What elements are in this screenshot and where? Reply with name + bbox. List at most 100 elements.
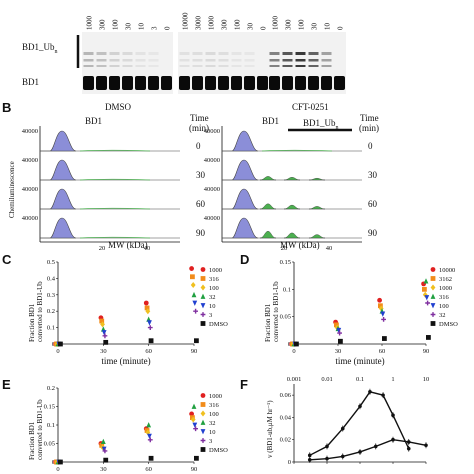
gel-bd1-band	[269, 76, 280, 90]
data-point	[406, 440, 411, 444]
ub-peak	[308, 177, 326, 181]
y-tick-label: 0.02	[280, 437, 291, 444]
data-point	[338, 338, 343, 344]
data-point	[382, 336, 387, 341]
y-tick-label: 0.1	[47, 422, 55, 429]
data-point	[423, 278, 429, 284]
gel-ub-band	[192, 52, 203, 55]
trace-time-label: 60	[368, 199, 378, 209]
x-tick-label: 0	[56, 348, 59, 355]
gel-lane-label: 100	[234, 19, 242, 30]
y-axis-label: Fraction BD1	[264, 303, 272, 342]
traces-y-tick: 40000	[204, 128, 220, 135]
data-point	[101, 330, 107, 336]
traces-xlabel-right: MW (kDa)	[280, 240, 320, 250]
data-point	[340, 426, 345, 431]
gel-ub-band	[205, 65, 216, 67]
legend-label: 316	[209, 276, 220, 283]
data-point	[424, 443, 428, 448]
legend-label: 1000	[209, 267, 222, 274]
gel-bd1-band	[257, 76, 268, 90]
gel-lane-label: 10000	[182, 12, 190, 30]
y-tick-label: 0.1	[47, 325, 55, 332]
traces-x-tick: 40	[144, 245, 151, 252]
gel-ub-band	[122, 59, 133, 62]
bd1-peak	[40, 159, 77, 181]
data-point	[200, 276, 206, 281]
gel-ub-band	[244, 59, 255, 62]
gel-lane-label: 0	[260, 26, 268, 30]
trace-time-label: 30	[368, 170, 378, 180]
x-tick-label: 1	[391, 376, 394, 383]
gel-ub-band	[148, 65, 159, 67]
data-point	[102, 448, 108, 454]
data-point	[102, 333, 108, 339]
trace-time-label: 60	[196, 199, 206, 209]
gel-ub-band	[122, 65, 133, 67]
gel-background	[268, 32, 346, 94]
y-tick-label: 0.5	[47, 259, 55, 266]
data-point	[147, 433, 152, 439]
gel-lane-label: 3	[151, 26, 159, 30]
gel-ub-band	[122, 52, 133, 55]
data-point	[307, 453, 312, 458]
bd1-peak	[222, 130, 259, 152]
gel-ub-band	[269, 65, 280, 67]
gel-bd1-band	[122, 76, 133, 90]
traces-y-tick: 40000	[22, 186, 38, 193]
gel-ub-band	[295, 52, 306, 55]
gel-bd1-band	[83, 76, 94, 90]
x-tick-label: 30	[100, 466, 107, 473]
gel-ub-band	[135, 52, 146, 55]
y-tick-label: 0.2	[47, 308, 55, 315]
data-point	[191, 291, 197, 298]
gel-lane-label: 1000	[208, 16, 216, 31]
ub-trace-flat	[79, 149, 151, 152]
legend-label: 316	[209, 402, 220, 409]
data-point	[200, 284, 206, 291]
gel-ub-band	[109, 52, 120, 55]
legend-label: 32	[209, 420, 216, 427]
gel-lane-label: 300	[221, 19, 229, 30]
data-point	[58, 341, 63, 347]
traces-ylabel: Chemiluminescence	[8, 161, 16, 218]
legend-label: 100	[209, 411, 219, 418]
legend-label: 32	[209, 294, 216, 301]
data-point	[340, 454, 345, 459]
data-point	[377, 297, 382, 303]
data-point	[200, 438, 206, 443]
data-point	[190, 274, 195, 280]
x-tick-label: 30	[335, 348, 342, 355]
gel-bd1-band	[282, 76, 293, 90]
gel-ub-band	[282, 52, 293, 55]
panel-letter-d: D	[240, 252, 249, 267]
gel-bd1-band	[321, 76, 332, 90]
gel-ub-band	[321, 52, 332, 55]
data-point	[200, 402, 206, 407]
traces-x-tick: 40	[326, 245, 333, 252]
trace-time-label: 90	[368, 228, 378, 238]
trace-time-label: 30	[196, 170, 206, 180]
data-point	[334, 322, 339, 328]
gel-bd1-band	[96, 76, 107, 90]
traces-y-tick: 40000	[204, 157, 220, 164]
data-point	[358, 450, 362, 454]
gel-ub-band	[308, 59, 319, 62]
data-point	[200, 303, 206, 309]
ub-peak	[259, 230, 277, 239]
legend-label: DMSO	[209, 447, 228, 454]
data-point	[336, 327, 342, 334]
gel-lane-label: 30	[311, 23, 319, 31]
data-point	[200, 321, 206, 326]
dmso-peak-label: BD1	[85, 116, 102, 126]
gel-bd1-band	[231, 76, 242, 90]
ub-peak	[259, 176, 277, 181]
trace-time-label: 0	[368, 141, 373, 151]
gel-ub-band	[179, 65, 190, 67]
data-point	[200, 293, 206, 299]
gel-lane-label: 0	[337, 26, 345, 30]
ub-peak	[308, 206, 326, 210]
legend-label: 3162	[439, 276, 452, 283]
legend-label: 10	[209, 303, 216, 310]
data-point	[190, 281, 196, 288]
